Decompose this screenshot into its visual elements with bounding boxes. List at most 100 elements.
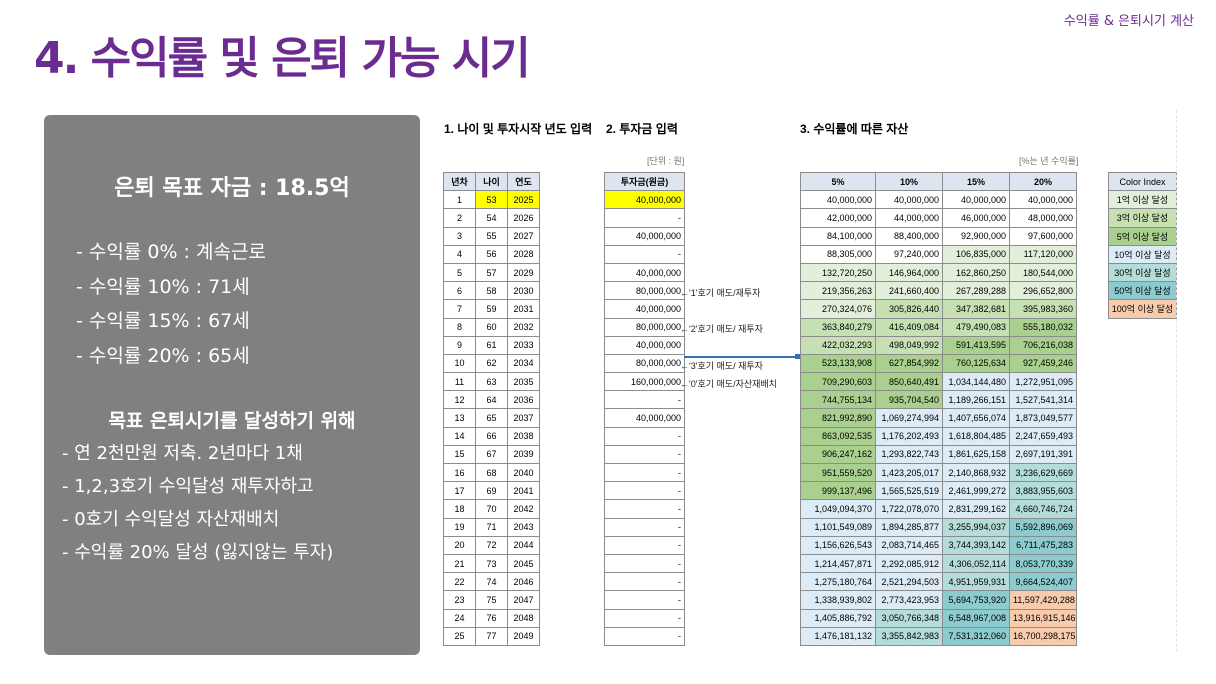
cell-investment[interactable]: 80,000,000 [604, 281, 685, 301]
cell-age[interactable]: 60 [475, 317, 508, 337]
cell-year[interactable]: 2044 [507, 535, 540, 555]
cell-asset-value[interactable]: 1,338,939,802 [800, 590, 876, 610]
cell-year-count[interactable]: 7 [443, 299, 476, 319]
cell-asset-value[interactable]: 5,592,896,069 [1009, 517, 1077, 537]
cell-year[interactable]: 2031 [507, 299, 540, 319]
cell-asset-value[interactable]: 1,894,285,877 [875, 517, 943, 537]
cell-asset-value[interactable]: 498,049,992 [875, 335, 943, 355]
cell-age[interactable]: 57 [475, 262, 508, 283]
cell-year-count[interactable]: 8 [443, 317, 476, 337]
cell-year[interactable]: 2046 [507, 572, 540, 592]
cell-asset-value[interactable]: 906,247,162 [800, 444, 876, 465]
cell-asset-value[interactable]: 7,531,312,060 [942, 626, 1010, 646]
cell-asset-value[interactable]: 479,490,083 [942, 317, 1010, 337]
cell-year-count[interactable]: 17 [443, 481, 476, 501]
cell-year-count[interactable]: 23 [443, 590, 476, 610]
cell-year[interactable]: 2045 [507, 553, 540, 574]
cell-asset-value[interactable]: 1,618,804,485 [942, 426, 1010, 446]
cell-age[interactable]: 67 [475, 444, 508, 465]
cell-investment[interactable]: - [604, 608, 685, 628]
cell-year[interactable]: 2034 [507, 353, 540, 374]
cell-asset-value[interactable]: 1,272,951,095 [1009, 372, 1077, 392]
cell-year[interactable]: 2049 [507, 626, 540, 646]
cell-asset-value[interactable]: 132,720,250 [800, 262, 876, 283]
cell-year-count[interactable]: 16 [443, 462, 476, 483]
cell-year-count[interactable]: 12 [443, 390, 476, 410]
cell-asset-value[interactable]: 6,711,475,283 [1009, 535, 1077, 555]
cell-year-count[interactable]: 21 [443, 553, 476, 574]
cell-asset-value[interactable]: 3,236,629,669 [1009, 462, 1077, 483]
cell-asset-value[interactable]: 84,100,000 [800, 226, 876, 246]
cell-year[interactable]: 2040 [507, 462, 540, 483]
cell-asset-value[interactable]: 1,476,181,132 [800, 626, 876, 646]
cell-year[interactable]: 2041 [507, 481, 540, 501]
cell-year[interactable]: 2030 [507, 281, 540, 301]
cell-asset-value[interactable]: 863,092,535 [800, 426, 876, 446]
cell-asset-value[interactable]: 1,722,078,070 [875, 499, 943, 519]
cell-year-count[interactable]: 2 [443, 208, 476, 228]
cell-asset-value[interactable]: 97,600,000 [1009, 226, 1077, 246]
cell-asset-value[interactable]: 555,180,032 [1009, 317, 1077, 337]
cell-asset-value[interactable]: 1,034,144,480 [942, 372, 1010, 392]
cell-year[interactable]: 2037 [507, 408, 540, 428]
cell-asset-value[interactable]: 106,835,000 [942, 244, 1010, 264]
cell-year[interactable]: 2043 [507, 517, 540, 537]
cell-year[interactable]: 2048 [507, 608, 540, 628]
cell-year-count[interactable]: 25 [443, 626, 476, 646]
cell-asset-value[interactable]: 117,120,000 [1009, 244, 1077, 264]
cell-asset-value[interactable]: 3,744,393,142 [942, 535, 1010, 555]
cell-asset-value[interactable]: 305,826,440 [875, 299, 943, 319]
cell-asset-value[interactable]: 850,640,491 [875, 372, 943, 392]
cell-asset-value[interactable]: 40,000,000 [875, 190, 943, 210]
cell-asset-value[interactable]: 4,306,052,114 [942, 553, 1010, 574]
cell-asset-value[interactable]: 627,854,992 [875, 353, 943, 374]
cell-asset-value[interactable]: 1,275,180,764 [800, 572, 876, 592]
cell-asset-value[interactable]: 5,694,753,920 [942, 590, 1010, 610]
cell-asset-value[interactable]: 88,400,000 [875, 226, 943, 246]
cell-asset-value[interactable]: 709,290,603 [800, 372, 876, 392]
cell-asset-value[interactable]: 97,240,000 [875, 244, 943, 264]
cell-asset-value[interactable]: 40,000,000 [800, 190, 876, 210]
cell-year-count[interactable]: 22 [443, 572, 476, 592]
cell-asset-value[interactable]: 744,755,134 [800, 390, 876, 410]
cell-year-count[interactable]: 6 [443, 281, 476, 301]
cell-year-count[interactable]: 15 [443, 444, 476, 465]
cell-asset-value[interactable]: 241,660,400 [875, 281, 943, 301]
cell-asset-value[interactable]: 42,000,000 [800, 208, 876, 228]
cell-investment[interactable]: - [604, 553, 685, 574]
cell-asset-value[interactable]: 1,189,266,151 [942, 390, 1010, 410]
cell-investment[interactable]: 40,000,000 [604, 408, 685, 428]
age-table[interactable]: 년차 나이 연도 1 53 2025 2 54 2026 3 55 2027 4 56 2028 5 57… [443, 171, 540, 646]
cell-year-count[interactable]: 14 [443, 426, 476, 446]
cell-asset-value[interactable]: 1,565,525,519 [875, 481, 943, 501]
cell-asset-value[interactable]: 270,324,076 [800, 299, 876, 319]
cell-age[interactable]: 58 [475, 281, 508, 301]
cell-age[interactable]: 59 [475, 299, 508, 319]
cell-age[interactable]: 76 [475, 608, 508, 628]
cell-year[interactable]: 2042 [507, 499, 540, 519]
cell-year[interactable]: 2032 [507, 317, 540, 337]
cell-asset-value[interactable]: 1,861,625,158 [942, 444, 1010, 465]
cell-asset-value[interactable]: 1,405,886,792 [800, 608, 876, 628]
cell-investment[interactable]: 40,000,000 [604, 299, 685, 319]
cell-asset-value[interactable]: 9,664,524,407 [1009, 572, 1077, 592]
cell-asset-value[interactable]: 1,407,656,074 [942, 408, 1010, 428]
cell-asset-value[interactable]: 347,382,681 [942, 299, 1010, 319]
fill-handle[interactable] [795, 354, 800, 359]
cell-asset-value[interactable]: 760,125,634 [942, 353, 1010, 374]
cell-age[interactable]: 63 [475, 372, 508, 392]
cell-asset-value[interactable]: 3,355,842,983 [875, 626, 943, 646]
cell-asset-value[interactable]: 363,840,279 [800, 317, 876, 337]
cell-year[interactable]: 2033 [507, 335, 540, 355]
cell-asset-value[interactable]: 927,459,246 [1009, 353, 1077, 374]
cell-investment[interactable]: 40,000,000 [604, 190, 685, 210]
cell-investment[interactable]: 160,000,000 [604, 372, 685, 392]
cell-year[interactable]: 2025 [507, 190, 540, 210]
cell-investment[interactable]: - [604, 572, 685, 592]
cell-asset-value[interactable]: 1,873,049,577 [1009, 408, 1077, 428]
cell-investment[interactable]: - [604, 426, 685, 446]
cell-asset-value[interactable]: 3,883,955,603 [1009, 481, 1077, 501]
cell-age[interactable]: 70 [475, 499, 508, 519]
cell-investment[interactable]: - [604, 535, 685, 555]
asset-table[interactable]: 5% 10% 15% 20% 40,000,000 40,000,000 40,00… [800, 171, 1077, 646]
